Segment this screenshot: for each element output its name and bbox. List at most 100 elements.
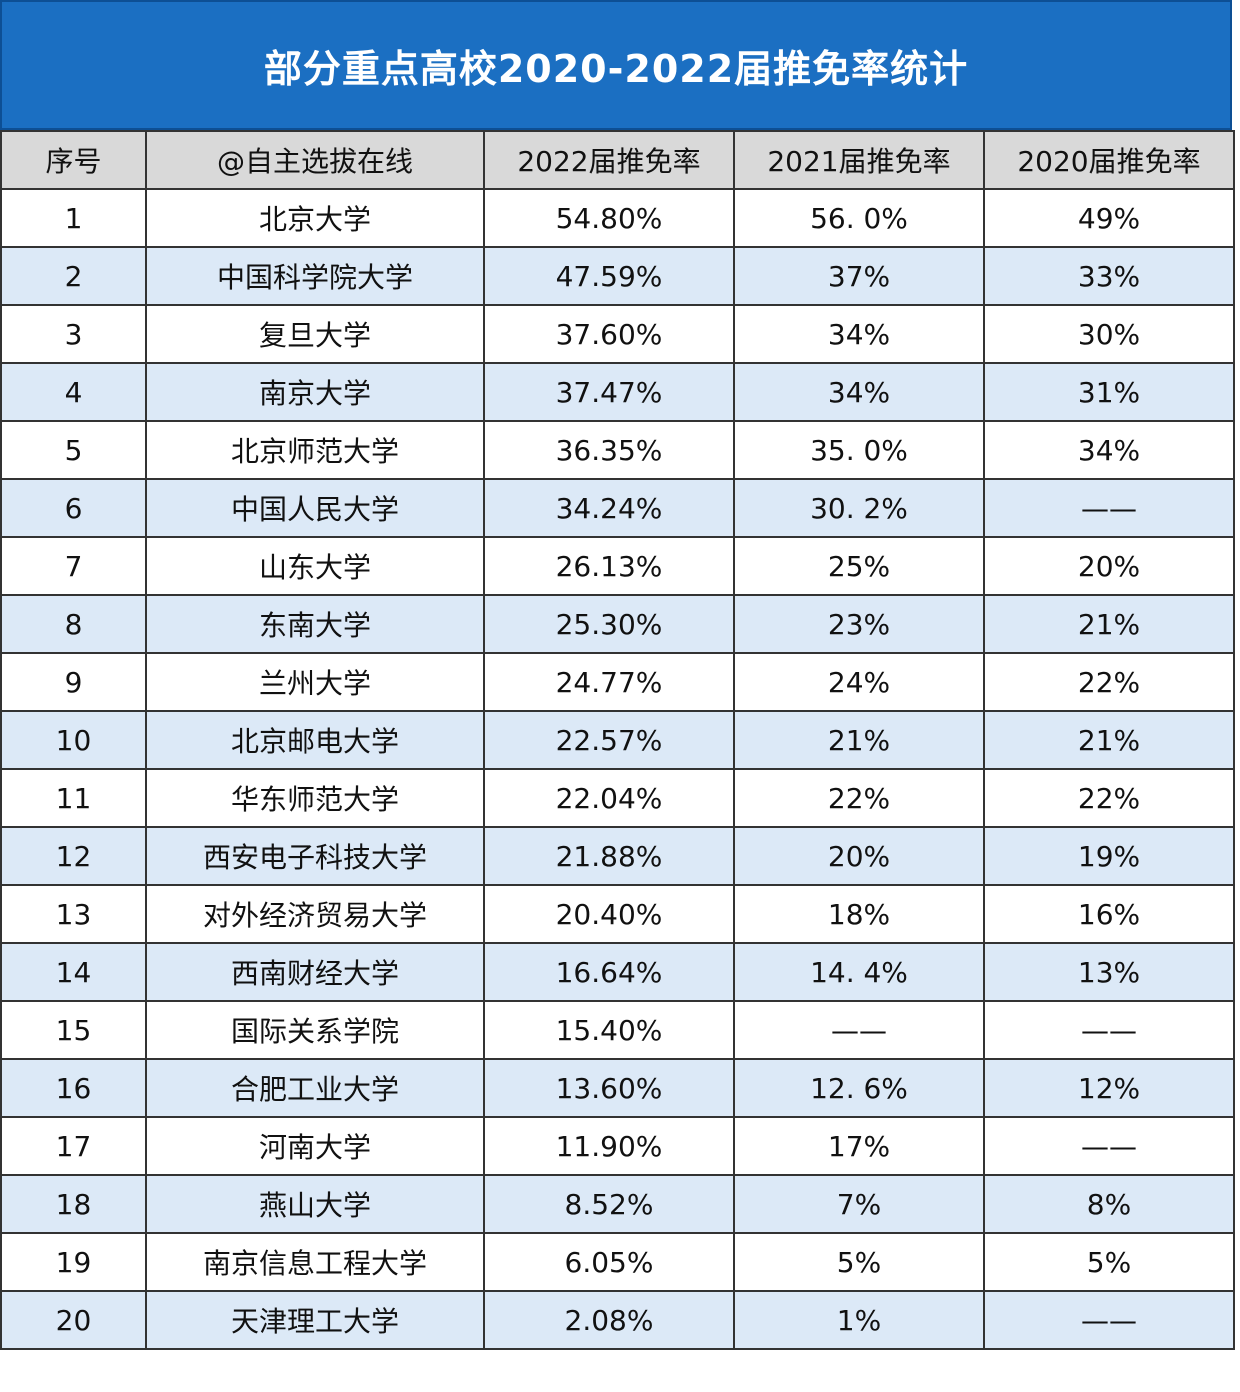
table-cell: 47.59% bbox=[483, 246, 735, 306]
table-cell: 34% bbox=[733, 304, 985, 364]
table-cell: —— bbox=[983, 1290, 1235, 1350]
table-row: 18 燕山大学 8.52% 7% 8% bbox=[0, 1174, 1235, 1234]
table-cell: 34% bbox=[733, 362, 985, 422]
table-row: 13 对外经济贸易大学 20.40% 18% 16% bbox=[0, 884, 1235, 944]
table-cell: 18% bbox=[733, 884, 985, 944]
table-cell: 北京邮电大学 bbox=[145, 710, 485, 770]
table-cell: 北京大学 bbox=[145, 188, 485, 248]
table-cell: 30. 2% bbox=[733, 478, 985, 538]
table-row: 2 中国科学院大学 47.59% 37% 33% bbox=[0, 246, 1235, 306]
table-cell: 5% bbox=[733, 1232, 985, 1292]
table-cell: 17% bbox=[733, 1116, 985, 1176]
table-row: 5 北京师范大学 36.35% 35. 0% 34% bbox=[0, 420, 1235, 480]
table-cell: 31% bbox=[983, 362, 1235, 422]
table-cell: 兰州大学 bbox=[145, 652, 485, 712]
table-cell: 37% bbox=[733, 246, 985, 306]
table-cell: 北京师范大学 bbox=[145, 420, 485, 480]
table-cell: 5% bbox=[983, 1232, 1235, 1292]
table-cell: 国际关系学院 bbox=[145, 1000, 485, 1060]
table-row: 12 西安电子科技大学 21.88% 20% 19% bbox=[0, 826, 1235, 886]
table: 序号 @自主选拔在线 2022届推免率 2021届推免率 2020届推免率 1 北京大学 5… bbox=[0, 130, 1235, 1350]
table-cell: 10 bbox=[0, 710, 147, 770]
table-cell: 16.64% bbox=[483, 942, 735, 1002]
header-row: 序号 @自主选拔在线 2022届推免率 2021届推免率 2020届推免率 bbox=[0, 130, 1235, 190]
table-cell: 8 bbox=[0, 594, 147, 654]
table-row: 3 复旦大学 37.60% 34% 30% bbox=[0, 304, 1235, 364]
table-cell: —— bbox=[733, 1000, 985, 1060]
table-cell: 12. 6% bbox=[733, 1058, 985, 1118]
table-cell: 山东大学 bbox=[145, 536, 485, 596]
table-cell: 6 bbox=[0, 478, 147, 538]
table-cell: 2.08% bbox=[483, 1290, 735, 1350]
table-cell: 华东师范大学 bbox=[145, 768, 485, 828]
table-cell: 西安电子科技大学 bbox=[145, 826, 485, 886]
table-cell: —— bbox=[983, 478, 1235, 538]
table-cell: 20.40% bbox=[483, 884, 735, 944]
table-cell: 6.05% bbox=[483, 1232, 735, 1292]
table-cell: 11 bbox=[0, 768, 147, 828]
table-cell: 河南大学 bbox=[145, 1116, 485, 1176]
table-cell: 56. 0% bbox=[733, 188, 985, 248]
table-cell: 1 bbox=[0, 188, 147, 248]
table-row: 6 中国人民大学 34.24% 30. 2% —— bbox=[0, 478, 1235, 538]
table-cell: 8.52% bbox=[483, 1174, 735, 1234]
table-cell: 36.35% bbox=[483, 420, 735, 480]
table-cell: 21% bbox=[983, 594, 1235, 654]
table-cell: 21% bbox=[983, 710, 1235, 770]
table-cell: 复旦大学 bbox=[145, 304, 485, 364]
column-header: 2022届推免率 bbox=[483, 130, 735, 190]
table-cell: —— bbox=[983, 1000, 1235, 1060]
table-cell: 25.30% bbox=[483, 594, 735, 654]
column-header: @自主选拔在线 bbox=[145, 130, 485, 190]
table-cell: 20 bbox=[0, 1290, 147, 1350]
table-row: 7 山东大学 26.13% 25% 20% bbox=[0, 536, 1235, 596]
table-cell: 14 bbox=[0, 942, 147, 1002]
column-header: 2021届推免率 bbox=[733, 130, 985, 190]
table-cell: 20% bbox=[983, 536, 1235, 596]
table-cell: 24.77% bbox=[483, 652, 735, 712]
table-cell: 22% bbox=[983, 652, 1235, 712]
table-cell: 南京信息工程大学 bbox=[145, 1232, 485, 1292]
column-header: 2020届推免率 bbox=[983, 130, 1235, 190]
table-row: 8 东南大学 25.30% 23% 21% bbox=[0, 594, 1235, 654]
table-cell: 23% bbox=[733, 594, 985, 654]
table-row: 9 兰州大学 24.77% 24% 22% bbox=[0, 652, 1235, 712]
table-cell: 12 bbox=[0, 826, 147, 886]
table-cell: 中国人民大学 bbox=[145, 478, 485, 538]
table-cell: 22% bbox=[983, 768, 1235, 828]
table-cell: 26.13% bbox=[483, 536, 735, 596]
table-cell: 34% bbox=[983, 420, 1235, 480]
table-cell: 15.40% bbox=[483, 1000, 735, 1060]
table-cell: 25% bbox=[733, 536, 985, 596]
table-cell: 22% bbox=[733, 768, 985, 828]
table-cell: 24% bbox=[733, 652, 985, 712]
table-cell: 49% bbox=[983, 188, 1235, 248]
table-cell: 16% bbox=[983, 884, 1235, 944]
table-cell: 7% bbox=[733, 1174, 985, 1234]
table-cell: 22.57% bbox=[483, 710, 735, 770]
table-row: 20 天津理工大学 2.08% 1% —— bbox=[0, 1290, 1235, 1350]
table-row: 19 南京信息工程大学 6.05% 5% 5% bbox=[0, 1232, 1235, 1292]
table-cell: 合肥工业大学 bbox=[145, 1058, 485, 1118]
table-cell: 11.90% bbox=[483, 1116, 735, 1176]
table-cell: 54.80% bbox=[483, 188, 735, 248]
table-row: 10 北京邮电大学 22.57% 21% 21% bbox=[0, 710, 1235, 770]
table-cell: 9 bbox=[0, 652, 147, 712]
table-cell: 7 bbox=[0, 536, 147, 596]
table-cell: 37.47% bbox=[483, 362, 735, 422]
table-cell: 1% bbox=[733, 1290, 985, 1350]
table-cell: 8% bbox=[983, 1174, 1235, 1234]
table-cell: 2 bbox=[0, 246, 147, 306]
title: 部分重点高校2020-2022届推免率统计 bbox=[0, 0, 1232, 130]
column-header: 序号 bbox=[0, 130, 147, 190]
table-cell: 21% bbox=[733, 710, 985, 770]
table-cell: —— bbox=[983, 1116, 1235, 1176]
table-cell: 20% bbox=[733, 826, 985, 886]
table-cell: 21.88% bbox=[483, 826, 735, 886]
table-row: 14 西南财经大学 16.64% 14. 4% 13% bbox=[0, 942, 1235, 1002]
table-cell: 4 bbox=[0, 362, 147, 422]
table-cell: 南京大学 bbox=[145, 362, 485, 422]
table-cell: 15 bbox=[0, 1000, 147, 1060]
table-cell: 13% bbox=[983, 942, 1235, 1002]
